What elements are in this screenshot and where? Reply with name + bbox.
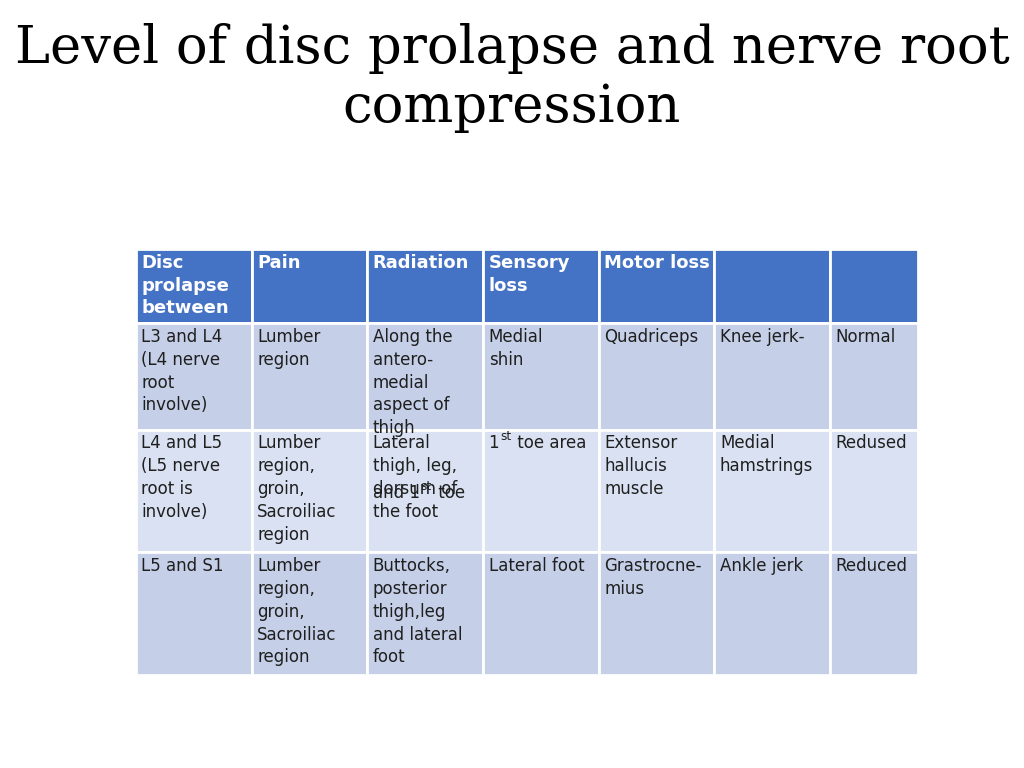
Bar [599,429,715,552]
Text: Radiation: Radiation [373,253,469,272]
Text: Buttocks,
posterior
thigh,leg
and lateral
foot: Buttocks, posterior thigh,leg and latera… [373,557,463,667]
Text: and 1: and 1 [373,484,420,502]
Text: 1: 1 [488,434,499,452]
Text: Grastrocne-
mius: Grastrocne- mius [604,557,701,598]
Bar [368,323,483,429]
Text: Normal: Normal [836,328,896,346]
Text: L3 and L4
(L4 nerve
root
involve): L3 and L4 (L4 nerve root involve) [141,328,223,415]
Bar [830,552,918,674]
Text: Ankle jerk: Ankle jerk [720,557,803,574]
Bar [368,249,483,323]
Text: Lateral
thigh, leg,
dorsum of
the foot: Lateral thigh, leg, dorsum of the foot [373,434,457,521]
Text: Lateral foot: Lateral foot [488,557,584,574]
Bar [599,249,715,323]
Bar [599,552,715,674]
Bar [715,249,830,323]
Bar [252,552,368,674]
Bar [136,429,252,552]
Text: Lumber
region,
groin,
Sacroiliac
region: Lumber region, groin, Sacroiliac region [257,434,337,544]
Bar [715,429,830,552]
Text: Lumber
region,
groin,
Sacroiliac
region: Lumber region, groin, Sacroiliac region [257,557,337,667]
Text: toe: toe [432,484,465,502]
Text: Motor loss: Motor loss [604,253,710,272]
Text: Medial
hamstrings: Medial hamstrings [720,434,813,475]
Bar [483,249,599,323]
Bar [830,429,918,552]
Text: Quadriceps: Quadriceps [604,328,698,346]
Bar [483,429,599,552]
Bar [252,323,368,429]
Bar [368,429,483,552]
Text: L5 and S1: L5 and S1 [141,557,224,574]
Text: L4 and L5
(L5 nerve
root is
involve): L4 and L5 (L5 nerve root is involve) [141,434,222,521]
Text: Reduced: Reduced [836,557,907,574]
Bar [483,323,599,429]
Bar [830,323,918,429]
Text: Extensor
hallucis
muscle: Extensor hallucis muscle [604,434,678,498]
Bar [715,552,830,674]
Bar [252,429,368,552]
Text: Medial
shin: Medial shin [488,328,543,369]
Bar [136,552,252,674]
Text: Redused: Redused [836,434,907,452]
Bar [368,552,483,674]
Text: Pain: Pain [257,253,301,272]
Text: Level of disc prolapse and nerve root
compression: Level of disc prolapse and nerve root co… [14,23,1010,133]
Bar [830,249,918,323]
Bar [483,552,599,674]
Bar [136,323,252,429]
Text: Lumber
region: Lumber region [257,328,321,369]
Bar [252,249,368,323]
Bar [715,323,830,429]
Text: st: st [421,480,432,493]
Text: Knee jerk-: Knee jerk- [720,328,805,346]
Bar [599,323,715,429]
Text: st: st [500,430,511,443]
Text: Sensory
loss: Sensory loss [488,253,570,294]
Text: Disc
prolapse
between: Disc prolapse between [141,253,229,317]
Bar [136,249,252,323]
Text: Along the
antero-
medial
aspect of
thigh: Along the antero- medial aspect of thigh [373,328,453,438]
Text: toe area: toe area [512,434,587,452]
